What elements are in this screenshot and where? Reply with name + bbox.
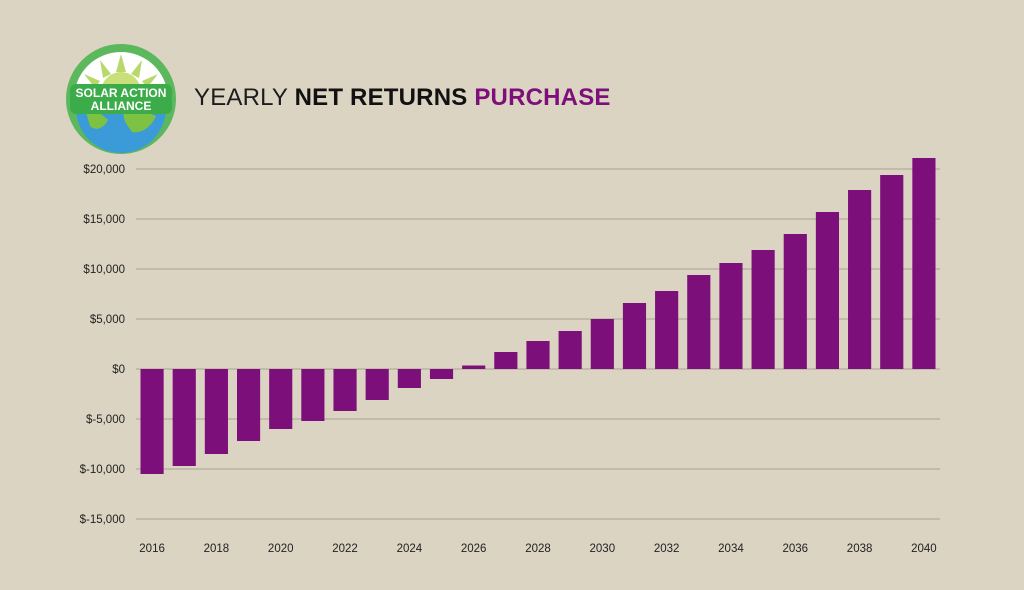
bar-2032 bbox=[655, 291, 679, 369]
bar-2018 bbox=[204, 369, 228, 454]
x-tick-label: 2020 bbox=[268, 543, 294, 555]
bars bbox=[140, 158, 936, 474]
bar-2029 bbox=[558, 331, 582, 369]
bar-2039 bbox=[880, 175, 904, 369]
bar-2016 bbox=[140, 369, 164, 474]
bar-2025 bbox=[429, 369, 454, 379]
bar-2027 bbox=[494, 352, 518, 369]
x-tick-label: 2018 bbox=[204, 543, 230, 555]
bar-2023 bbox=[365, 369, 389, 400]
title-part-yearly: YEARLY bbox=[194, 84, 295, 111]
bar-2035 bbox=[751, 250, 775, 369]
x-tick-label: 2032 bbox=[654, 543, 680, 555]
land-icon bbox=[86, 110, 156, 133]
x-tick-label: 2022 bbox=[332, 543, 358, 555]
x-tick-label: 2026 bbox=[461, 543, 487, 555]
chart-title: YEARLY NET RETURNS PURCHASE bbox=[194, 84, 611, 112]
bar-2033 bbox=[687, 275, 711, 369]
bar-2038 bbox=[848, 190, 872, 369]
y-tick-label: $-10,000 bbox=[80, 464, 125, 476]
logo-text-line2: ALLIANCE bbox=[91, 99, 152, 113]
logo-text-line1: SOLAR ACTION bbox=[76, 86, 167, 100]
bar-2037 bbox=[815, 212, 840, 369]
bar-2022 bbox=[333, 369, 357, 411]
title-part-net-returns: NET RETURNS bbox=[294, 84, 475, 111]
x-tick-label: 2028 bbox=[525, 543, 551, 555]
bar-2028 bbox=[526, 341, 550, 369]
bar-2040 bbox=[912, 158, 936, 369]
x-tick-label: 2036 bbox=[782, 543, 808, 555]
x-axis-ticks: 2016 2018 2020 2022 2024 2026 2028 2030 2032 2034… bbox=[139, 543, 936, 555]
x-tick-label: 2030 bbox=[590, 543, 616, 555]
logo-banner bbox=[70, 84, 172, 114]
y-tick-label: $20,000 bbox=[83, 164, 125, 176]
solar-action-alliance-logo: SOLAR ACTION ALLIANCE bbox=[66, 44, 176, 154]
x-tick-label: 2034 bbox=[718, 543, 744, 555]
bar-2017 bbox=[172, 369, 196, 466]
x-tick-label: 2038 bbox=[847, 543, 873, 555]
bar-2019 bbox=[236, 369, 261, 441]
bar-2031 bbox=[622, 303, 647, 369]
title-part-purchase: PURCHASE bbox=[474, 84, 611, 111]
bar-2021 bbox=[301, 369, 325, 421]
y-tick-label: $0 bbox=[112, 364, 125, 376]
bar-2024 bbox=[397, 369, 421, 388]
bar-2026 bbox=[462, 365, 486, 369]
y-tick-label: $10,000 bbox=[83, 264, 125, 276]
x-tick-label: 2016 bbox=[139, 543, 165, 555]
x-tick-label: 2040 bbox=[911, 543, 937, 555]
y-axis-ticks: $20,000 $15,000 $10,000 $5,000 $0 $-5,000 $-10… bbox=[80, 164, 125, 526]
bar-2034 bbox=[719, 263, 743, 369]
y-tick-label: $5,000 bbox=[90, 314, 125, 326]
y-tick-label: $-5,000 bbox=[86, 414, 125, 426]
y-tick-label: $15,000 bbox=[83, 214, 125, 226]
bar-2036 bbox=[783, 234, 807, 369]
y-tick-label: $-15,000 bbox=[80, 514, 125, 526]
x-tick-label: 2024 bbox=[397, 543, 423, 555]
bar-2020 bbox=[269, 369, 293, 429]
bar-2030 bbox=[590, 319, 614, 369]
